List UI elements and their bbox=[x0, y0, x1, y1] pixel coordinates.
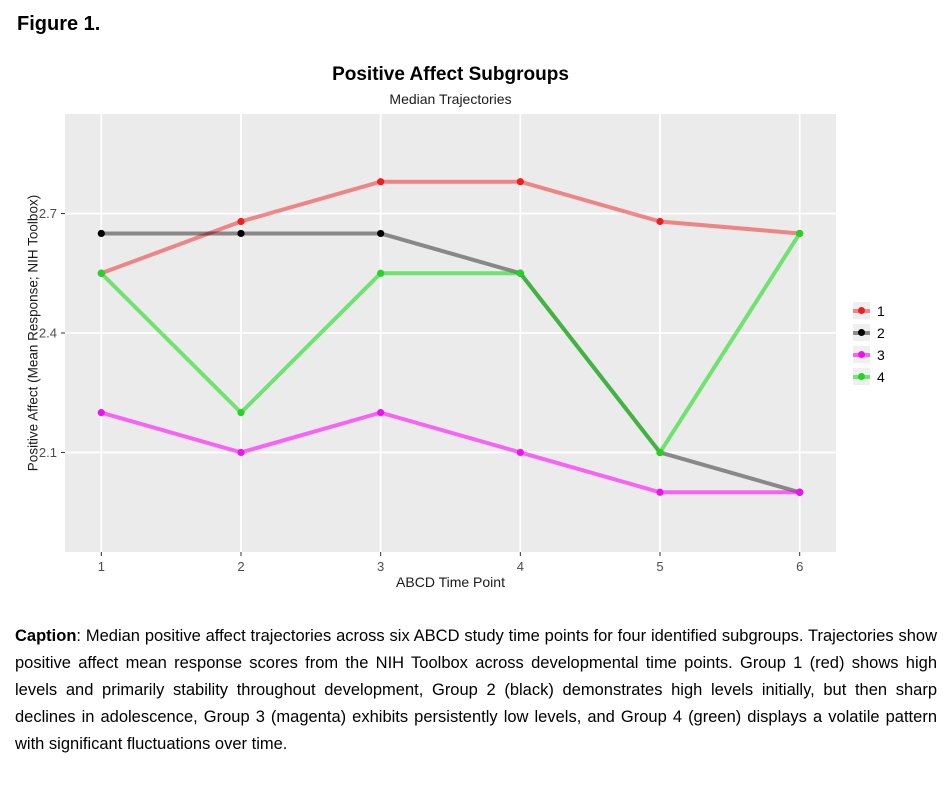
legend-label: 2 bbox=[877, 324, 885, 341]
data-point-group-1 bbox=[656, 217, 664, 226]
data-point-group-1 bbox=[516, 178, 524, 186]
data-point-group-2 bbox=[97, 229, 105, 238]
x-tick-label: 5 bbox=[656, 559, 663, 574]
legend-key-icon bbox=[853, 346, 870, 363]
data-point-group-3 bbox=[97, 409, 105, 417]
data-point-group-2 bbox=[377, 229, 385, 238]
x-tick-label: 2 bbox=[237, 559, 244, 574]
series-line-group-3 bbox=[100, 410, 800, 495]
legend: 1 2 3 4 bbox=[853, 302, 885, 385]
legend-point-swatch bbox=[858, 373, 865, 380]
data-point-group-4 bbox=[97, 269, 105, 277]
x-tick-label: 4 bbox=[517, 559, 524, 574]
x-axis-title: ABCD Time Point bbox=[396, 574, 505, 590]
series-line-group-1 bbox=[100, 179, 800, 276]
legend-item-4: 4 bbox=[853, 368, 885, 385]
legend-item-2: 2 bbox=[853, 324, 885, 341]
caption: Caption: Median positive affect trajecto… bbox=[15, 623, 937, 758]
legend-key-icon bbox=[853, 368, 870, 385]
x-tick-label: 3 bbox=[377, 559, 384, 574]
data-point-group-2 bbox=[237, 229, 245, 238]
caption-text: : Median positive affect trajectories ac… bbox=[15, 627, 937, 753]
chart-subtitle: Median Trajectories bbox=[389, 91, 512, 107]
legend-point-swatch bbox=[858, 307, 865, 314]
y-tick-label: 2.1 bbox=[39, 445, 57, 460]
legend-key-icon bbox=[853, 324, 870, 341]
series-line-group-4 bbox=[99, 232, 802, 455]
legend-label: 4 bbox=[877, 368, 885, 385]
data-point-group-4 bbox=[377, 269, 385, 277]
figure-label: Figure 1. bbox=[17, 13, 101, 35]
data-point-group-3 bbox=[796, 488, 804, 496]
x-tick-label: 6 bbox=[796, 559, 803, 574]
legend-point-swatch bbox=[858, 329, 865, 336]
data-point-group-4 bbox=[796, 229, 804, 238]
data-point-group-3 bbox=[237, 448, 245, 457]
data-point-group-3 bbox=[377, 409, 385, 417]
caption-label: Caption bbox=[15, 627, 77, 645]
x-tick-label: 1 bbox=[98, 559, 105, 574]
legend-key-icon bbox=[853, 302, 870, 319]
y-tick-label: 2.7 bbox=[39, 206, 57, 221]
series-line-group-2 bbox=[101, 231, 801, 495]
data-point-group-3 bbox=[516, 448, 524, 457]
data-point-group-4 bbox=[656, 448, 664, 457]
data-point-group-4 bbox=[516, 269, 524, 277]
chart-title: Positive Affect Subgroups bbox=[332, 64, 569, 85]
legend-point-swatch bbox=[858, 351, 865, 358]
y-axis-title: Positive Affect (Mean Response; NIH Tool… bbox=[25, 194, 41, 472]
data-point-group-1 bbox=[237, 217, 245, 226]
legend-label: 1 bbox=[877, 302, 885, 319]
line-chart: 1 2 3 4 5 6 2.1 2.4 2.7 bbox=[39, 114, 836, 574]
data-point-group-1 bbox=[377, 178, 385, 186]
data-point-group-4 bbox=[237, 409, 245, 417]
legend-label: 3 bbox=[877, 346, 885, 363]
legend-item-1: 1 bbox=[853, 302, 885, 319]
legend-item-3: 3 bbox=[853, 346, 885, 363]
data-point-group-3 bbox=[656, 488, 664, 496]
y-tick-label: 2.4 bbox=[39, 326, 57, 341]
